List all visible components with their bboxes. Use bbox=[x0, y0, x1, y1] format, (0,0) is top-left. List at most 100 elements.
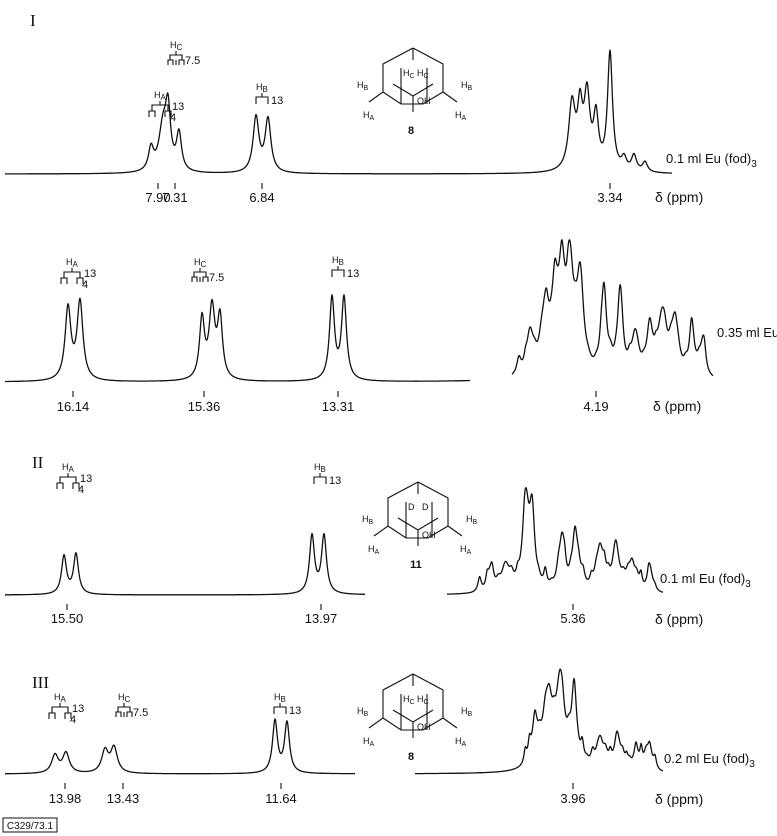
proton-label: HA bbox=[363, 736, 375, 748]
hydroxyl-label: OH bbox=[417, 722, 431, 732]
coupling-constant: 4 bbox=[170, 112, 176, 124]
splitting-tree bbox=[191, 268, 209, 282]
condition-label: 0.2 ml Eu (fod)3 bbox=[664, 751, 755, 770]
compound-number: 8 bbox=[408, 125, 414, 137]
reference-text: C329/73.1 bbox=[7, 821, 54, 832]
proton-label: HC bbox=[118, 692, 131, 704]
proton-label: HA bbox=[154, 90, 167, 102]
spectrum-trace bbox=[4, 532, 366, 596]
proton-label: HC bbox=[417, 694, 429, 706]
proton-label: HC bbox=[417, 68, 429, 80]
coupling-constant: 13 bbox=[72, 703, 84, 715]
spectrum-trace bbox=[4, 718, 356, 775]
molecule-structure: HC HC HB HB HA HA OH 8 bbox=[357, 673, 473, 763]
proton-label: HB bbox=[362, 514, 374, 526]
multiplet-HA: HA 134 bbox=[148, 90, 184, 124]
condition-label: 0.35 ml Eu (fod)3 bbox=[717, 325, 777, 344]
splitting-tree bbox=[331, 266, 345, 277]
panel-label: I bbox=[30, 11, 36, 30]
multiplet-HA: HA 134 bbox=[60, 257, 96, 291]
x-axis-label: δ (ppm) bbox=[653, 398, 701, 414]
tick-label: 4.19 bbox=[583, 399, 608, 414]
proton-label: D bbox=[408, 502, 415, 512]
figure-reference: C329/73.1 bbox=[2, 817, 58, 833]
coupling-constant: 13 bbox=[80, 473, 92, 485]
proton-label: HB bbox=[314, 462, 326, 474]
splitting-tree bbox=[167, 51, 185, 65]
tick-label: 16.14 bbox=[57, 399, 90, 414]
coupling-constant: 13 bbox=[84, 268, 96, 280]
splitting-tree bbox=[60, 268, 84, 284]
tick-label: 3.96 bbox=[560, 791, 585, 806]
tick-label: 13.98 bbox=[49, 791, 82, 806]
spectrum-trace bbox=[414, 668, 664, 775]
proton-label: HB bbox=[357, 80, 369, 92]
multiplet-HA: HA 134 bbox=[56, 462, 92, 496]
tick-label: 5.36 bbox=[560, 611, 585, 626]
proton-label: HB bbox=[357, 706, 369, 718]
tick-label: 15.36 bbox=[188, 399, 221, 414]
coupling-constant: 13 bbox=[347, 268, 359, 280]
multiplet-HA: HA 134 bbox=[48, 692, 84, 726]
coupling-constant: 7.5 bbox=[209, 272, 224, 284]
splitting-tree bbox=[148, 101, 172, 117]
proton-label: HB bbox=[461, 80, 473, 92]
compound-number: 8 bbox=[408, 751, 414, 763]
multiplet-HC: HC7.5 bbox=[115, 692, 148, 719]
coupling-constant: 4 bbox=[82, 279, 88, 291]
proton-label: HC bbox=[403, 68, 415, 80]
spectrum-panel-2: 16.14 15.36 13.31 4.19 0.35 ml Eu (fod)3 δ (p… bbox=[4, 239, 777, 414]
tick-label: 11.64 bbox=[265, 791, 297, 806]
coupling-constant: 7.5 bbox=[133, 707, 148, 719]
spectrum-trace bbox=[511, 239, 714, 377]
tick-label: 13.31 bbox=[322, 399, 355, 414]
splitting-tree bbox=[273, 703, 287, 714]
spectrum-trace bbox=[4, 294, 471, 383]
proton-label: HA bbox=[455, 736, 467, 748]
proton-label: HA bbox=[66, 257, 79, 269]
compound-number: 11 bbox=[410, 559, 422, 571]
proton-label: HA bbox=[54, 692, 67, 704]
multiplet-HC: HC7.5 bbox=[167, 40, 200, 67]
splitting-tree bbox=[313, 473, 327, 484]
cage-bonds bbox=[368, 673, 458, 731]
proton-label: HC bbox=[170, 40, 183, 52]
proton-label: HA bbox=[363, 110, 375, 122]
x-axis-label: δ (ppm) bbox=[655, 189, 703, 205]
x-axis-label: δ (ppm) bbox=[655, 611, 703, 627]
tick-label: 6.84 bbox=[249, 190, 274, 205]
spectrum-panel-4: III 13.98 13.43 11.64 3.96 0.2 ml Eu (fod)3 δ … bbox=[4, 668, 755, 807]
panel-label: II bbox=[32, 453, 44, 472]
splitting-tree bbox=[115, 703, 133, 717]
spectrum-trace bbox=[4, 49, 673, 175]
hydroxyl-label: OH bbox=[417, 96, 431, 106]
coupling-constant: 13 bbox=[271, 95, 283, 107]
tick-label: 15.50 bbox=[51, 611, 84, 626]
spectrum-panel-1: I 7.907.31 6.84 3.34 0.1 ml Eu (fod)3 δ (ppm)… bbox=[4, 11, 757, 205]
coupling-constant: 4 bbox=[70, 714, 76, 726]
proton-label: HA bbox=[368, 544, 380, 556]
coupling-constant: 13 bbox=[289, 705, 301, 717]
condition-label: 0.1 ml Eu (fod)3 bbox=[666, 151, 757, 170]
proton-label: HC bbox=[194, 257, 207, 269]
proton-label: HA bbox=[62, 462, 75, 474]
tick-label: 7.31 bbox=[162, 190, 187, 205]
proton-label: HB bbox=[461, 706, 473, 718]
reference-box bbox=[2, 817, 58, 833]
proton-label: D bbox=[422, 502, 429, 512]
hydroxyl-label: OH bbox=[422, 530, 436, 540]
tick-label: 13.97 bbox=[305, 611, 338, 626]
spectrum-panel-3: II 15.50 13.97 5.36 0.1 ml Eu (fod)3 δ (ppm) H… bbox=[4, 453, 751, 627]
proton-label: HB bbox=[256, 82, 268, 94]
multiplet-HC: HC7.5 bbox=[191, 257, 224, 284]
proton-label: HB bbox=[466, 514, 478, 526]
condition-label: 0.1 ml Eu (fod)3 bbox=[660, 571, 751, 590]
proton-label: HC bbox=[403, 694, 415, 706]
splitting-tree bbox=[56, 473, 80, 489]
cage-bonds bbox=[373, 481, 463, 539]
coupling-constant: 13 bbox=[172, 101, 184, 113]
